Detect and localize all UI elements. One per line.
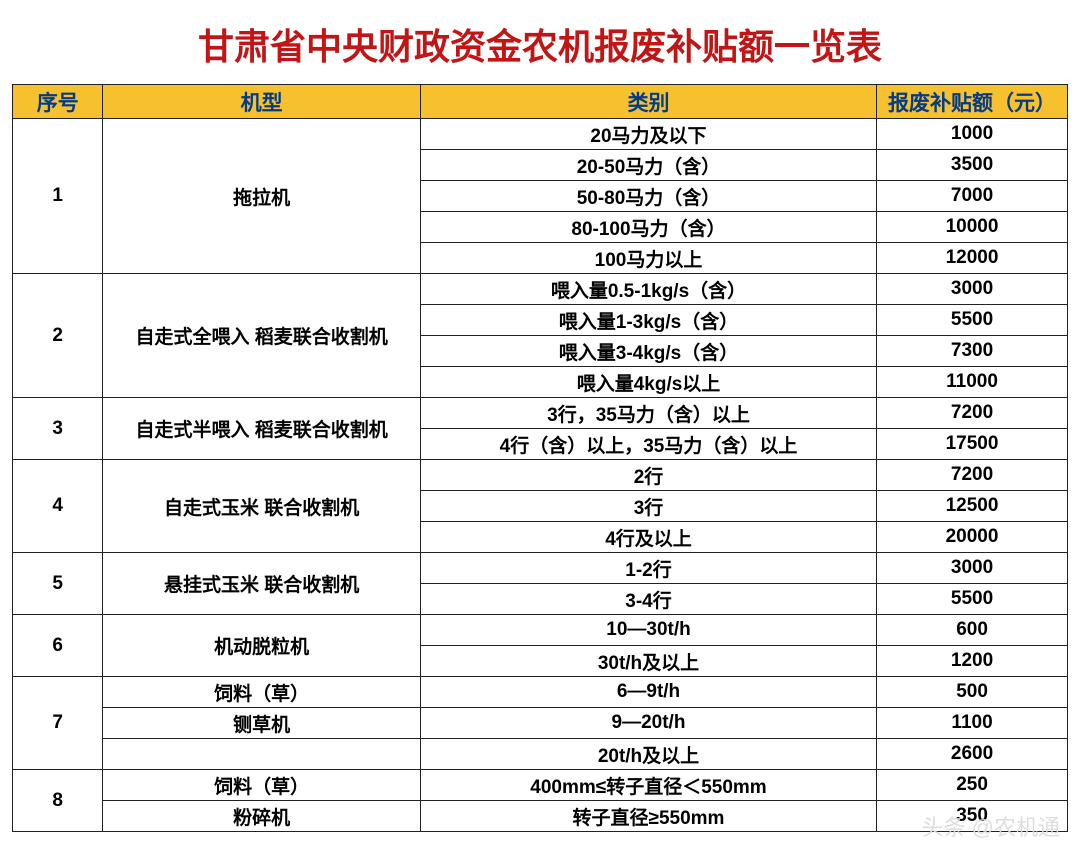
category-cell: 4行（含）以上，35马力（含）以上 xyxy=(420,429,876,460)
category-cell: 20马力及以下 xyxy=(420,119,876,150)
amount-cell: 10000 xyxy=(877,212,1068,243)
amount-cell: 7300 xyxy=(877,336,1068,367)
amount-cell: 7200 xyxy=(877,460,1068,491)
amount-cell: 1100 xyxy=(877,708,1068,739)
subsidy-table: 序号 机型 类别 报废补贴额（元） 1拖拉机20马力及以下100020-50马力… xyxy=(12,84,1068,832)
model-cell: 饲料（草） xyxy=(103,677,421,708)
model-cell: 铡草机 xyxy=(103,708,421,739)
amount-cell: 250 xyxy=(877,770,1068,801)
category-cell: 20t/h及以上 xyxy=(420,739,876,770)
category-cell: 2行 xyxy=(420,460,876,491)
amount-cell: 5500 xyxy=(877,584,1068,615)
seq-cell: 1 xyxy=(13,119,103,274)
category-cell: 6—9t/h xyxy=(420,677,876,708)
page-title: 甘肃省中央财政资金农机报废补贴额一览表 xyxy=(12,18,1068,70)
amount-cell: 2600 xyxy=(877,739,1068,770)
category-cell: 喂入量1-3kg/s（含） xyxy=(420,305,876,336)
category-cell: 1-2行 xyxy=(420,553,876,584)
category-cell: 50-80马力（含） xyxy=(420,181,876,212)
amount-cell: 500 xyxy=(877,677,1068,708)
amount-cell: 20000 xyxy=(877,522,1068,553)
amount-cell: 7200 xyxy=(877,398,1068,429)
category-cell: 喂入量4kg/s以上 xyxy=(420,367,876,398)
category-cell: 400mm≤转子直径＜550mm xyxy=(420,770,876,801)
model-cell: 自走式半喂入 稻麦联合收割机 xyxy=(103,398,421,460)
seq-cell: 3 xyxy=(13,398,103,460)
category-cell: 9—20t/h xyxy=(420,708,876,739)
amount-cell: 12000 xyxy=(877,243,1068,274)
category-cell: 喂入量3-4kg/s（含） xyxy=(420,336,876,367)
model-cell: 悬挂式玉米 联合收割机 xyxy=(103,553,421,615)
amount-cell: 17500 xyxy=(877,429,1068,460)
model-cell: 拖拉机 xyxy=(103,119,421,274)
amount-cell: 1000 xyxy=(877,119,1068,150)
category-cell: 3行，35马力（含）以上 xyxy=(420,398,876,429)
model-cell: 粉碎机 xyxy=(103,801,421,832)
category-cell: 20-50马力（含） xyxy=(420,150,876,181)
seq-cell: 5 xyxy=(13,553,103,615)
category-cell: 10—30t/h xyxy=(420,615,876,646)
model-cell: 自走式玉米 联合收割机 xyxy=(103,460,421,553)
model-cell: 饲料（草） xyxy=(103,770,421,801)
amount-cell: 7000 xyxy=(877,181,1068,212)
seq-cell: 6 xyxy=(13,615,103,677)
amount-cell: 3000 xyxy=(877,274,1068,305)
category-cell: 转子直径≥550mm xyxy=(420,801,876,832)
category-cell: 3行 xyxy=(420,491,876,522)
amount-cell: 12500 xyxy=(877,491,1068,522)
watermark-text: 头条 @农机通 xyxy=(922,810,1060,842)
amount-cell: 1200 xyxy=(877,646,1068,677)
amount-cell: 11000 xyxy=(877,367,1068,398)
amount-cell: 5500 xyxy=(877,305,1068,336)
model-cell: 机动脱粒机 xyxy=(103,615,421,677)
category-cell: 4行及以上 xyxy=(420,522,876,553)
category-cell: 100马力以上 xyxy=(420,243,876,274)
col-header-amount: 报废补贴额（元） xyxy=(877,85,1068,119)
model-cell: 自走式全喂入 稻麦联合收割机 xyxy=(103,274,421,398)
col-header-model: 机型 xyxy=(103,85,421,119)
amount-cell: 3500 xyxy=(877,150,1068,181)
col-header-seq: 序号 xyxy=(13,85,103,119)
category-cell: 80-100马力（含） xyxy=(420,212,876,243)
model-cell xyxy=(103,739,421,770)
seq-cell: 7 xyxy=(13,677,103,770)
col-header-category: 类别 xyxy=(420,85,876,119)
seq-cell: 4 xyxy=(13,460,103,553)
seq-cell: 8 xyxy=(13,770,103,832)
amount-cell: 600 xyxy=(877,615,1068,646)
category-cell: 30t/h及以上 xyxy=(420,646,876,677)
seq-cell: 2 xyxy=(13,274,103,398)
category-cell: 3-4行 xyxy=(420,584,876,615)
amount-cell: 3000 xyxy=(877,553,1068,584)
category-cell: 喂入量0.5-1kg/s（含） xyxy=(420,274,876,305)
